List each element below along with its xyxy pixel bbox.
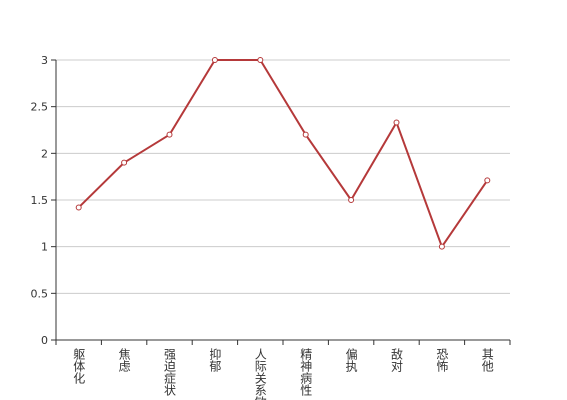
point — [166, 131, 173, 138]
y-tick-label: 2.5 — [31, 101, 49, 114]
x-tick-label: 强迫症状 — [163, 348, 177, 396]
x-tick-label: 敌对 — [390, 347, 404, 372]
x-tick-label: 抑郁 — [208, 347, 222, 373]
x-tick-label: 恐怖 — [435, 348, 449, 372]
point — [302, 131, 309, 138]
x-tick-label: 焦虑 — [117, 348, 131, 372]
point — [121, 159, 128, 166]
y-tick-label: 3 — [41, 54, 48, 67]
y-tick-label: 1 — [41, 241, 48, 254]
x-tick-label: 躯体化 — [72, 347, 86, 385]
x-tick-label: 其他 — [480, 348, 494, 372]
point — [257, 57, 264, 63]
point — [484, 177, 491, 184]
x-tick-label: 精神病性 — [299, 348, 313, 397]
point — [75, 204, 82, 211]
point — [438, 243, 445, 250]
point — [348, 197, 355, 203]
y-tick-label: 1.5 — [31, 194, 49, 207]
y-tick-label: 0 — [41, 334, 48, 347]
x-tick-label: 人际关系敏感 — [253, 348, 267, 400]
point — [393, 119, 400, 126]
point — [211, 57, 218, 63]
x-tick-label: 偏执 — [344, 347, 358, 373]
line — [77, 59, 489, 249]
y-tick-label: 2 — [41, 147, 48, 160]
y-tick-label: 0.5 — [31, 287, 49, 300]
